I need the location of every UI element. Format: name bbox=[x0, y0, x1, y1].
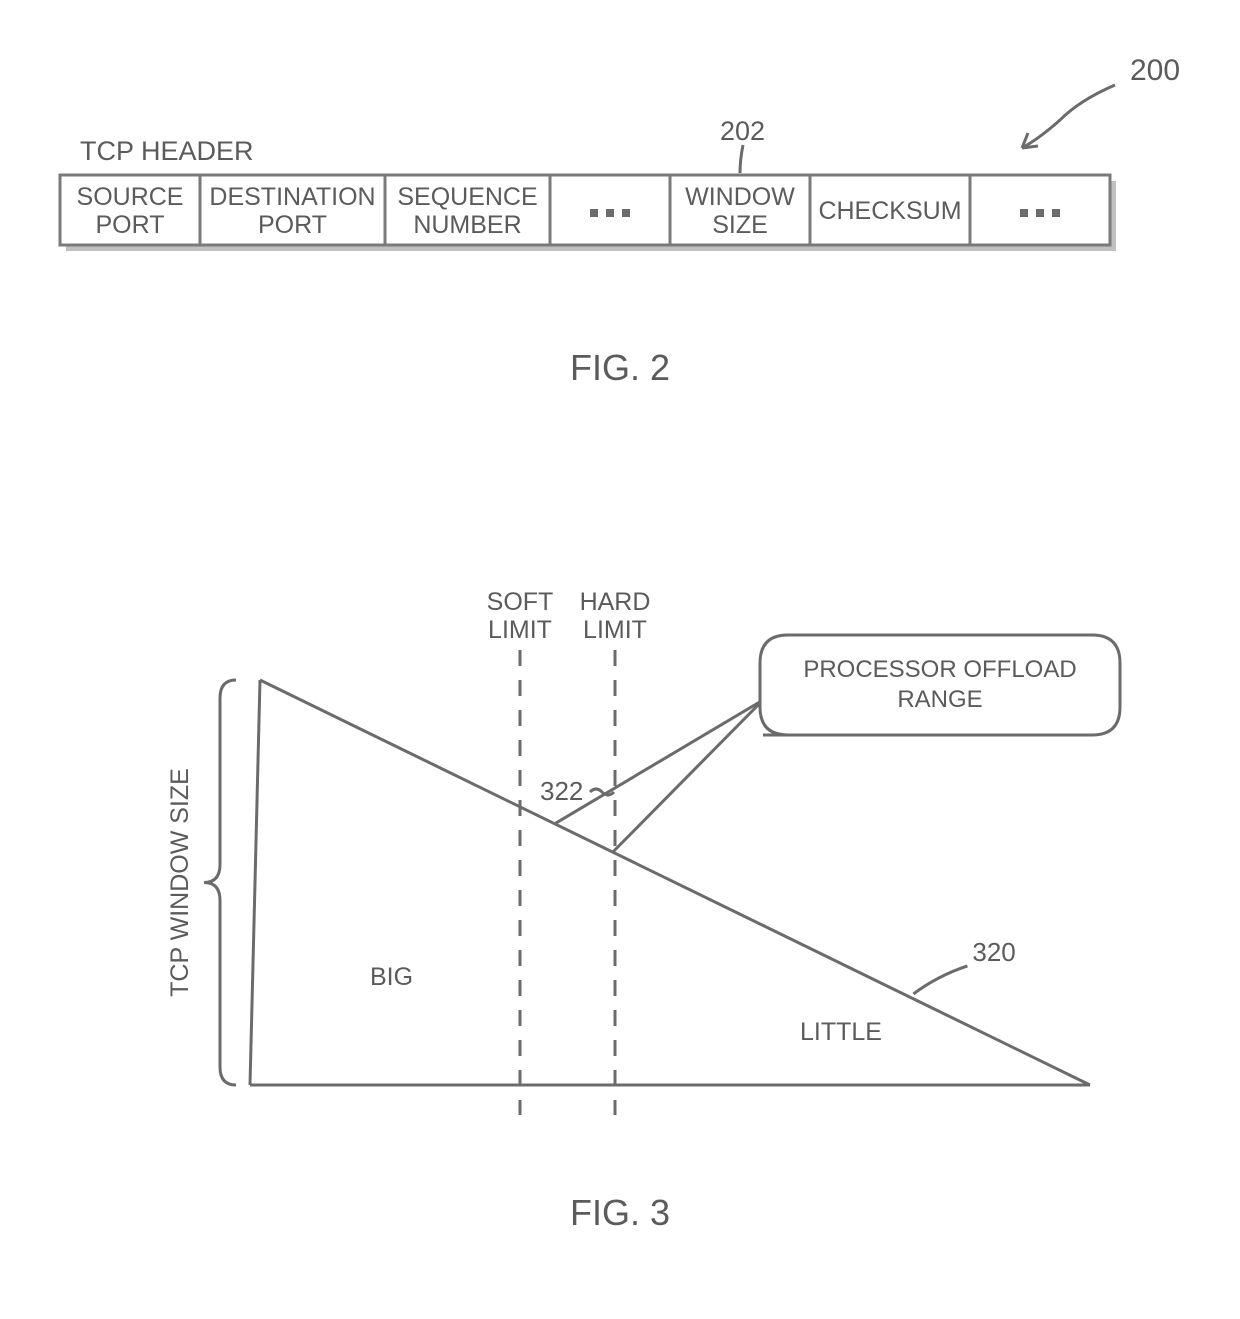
callout-text: PROCESSOR OFFLOAD bbox=[803, 656, 1076, 683]
ellipsis-dot bbox=[1052, 209, 1060, 217]
hard-limit-label: HARD bbox=[580, 588, 651, 616]
ellipsis-dot bbox=[590, 209, 598, 217]
ellipsis-dot bbox=[1036, 209, 1044, 217]
header-cell-text: SIZE bbox=[712, 211, 768, 239]
tcp-header-title: TCP HEADER bbox=[80, 136, 254, 166]
header-cell-text: PORT bbox=[258, 211, 327, 239]
left-edge bbox=[250, 680, 260, 1085]
callout-bubble bbox=[760, 635, 1120, 735]
ref-322: 322 bbox=[540, 776, 583, 806]
callout-text: RANGE bbox=[897, 686, 982, 713]
header-cell-text: CHECKSUM bbox=[818, 197, 961, 225]
ellipsis-dot bbox=[606, 209, 614, 217]
hard-limit-label: LIMIT bbox=[583, 616, 647, 644]
little-label: LITTLE bbox=[800, 1018, 882, 1046]
header-cell-text: SEQUENCE bbox=[397, 183, 537, 211]
header-cell-text: WINDOW bbox=[685, 183, 795, 211]
big-label: BIG bbox=[370, 963, 413, 991]
fig2-caption: FIG. 2 bbox=[570, 347, 670, 388]
leader-202 bbox=[740, 145, 743, 173]
header-cell-text: SOURCE bbox=[77, 183, 184, 211]
header-cell-text: NUMBER bbox=[413, 211, 521, 239]
tcp-header-table: SOURCEPORTDESTINATIONPORTSEQUENCENUMBERW… bbox=[60, 175, 1116, 251]
brace bbox=[204, 680, 236, 1085]
leader-320 bbox=[913, 966, 967, 994]
arrow-200 bbox=[1022, 85, 1115, 148]
ref-200: 200 bbox=[1130, 54, 1180, 87]
ellipsis-dot bbox=[622, 209, 630, 217]
header-cell-text: PORT bbox=[96, 211, 165, 239]
ellipsis-dot bbox=[1020, 209, 1028, 217]
header-cell-text: DESTINATION bbox=[209, 183, 375, 211]
hypotenuse bbox=[260, 680, 1090, 1085]
soft-limit-label: SOFT bbox=[487, 588, 554, 616]
ref-202: 202 bbox=[720, 116, 765, 146]
soft-limit-label: LIMIT bbox=[488, 616, 552, 644]
fig3-caption: FIG. 3 bbox=[570, 1192, 670, 1233]
fig3-chart: SOFTLIMITHARDLIMITBIGLITTLETCP WINDOW SI… bbox=[166, 588, 1120, 1115]
ref-320: 320 bbox=[972, 937, 1015, 967]
y-axis-label: TCP WINDOW SIZE bbox=[166, 768, 194, 997]
